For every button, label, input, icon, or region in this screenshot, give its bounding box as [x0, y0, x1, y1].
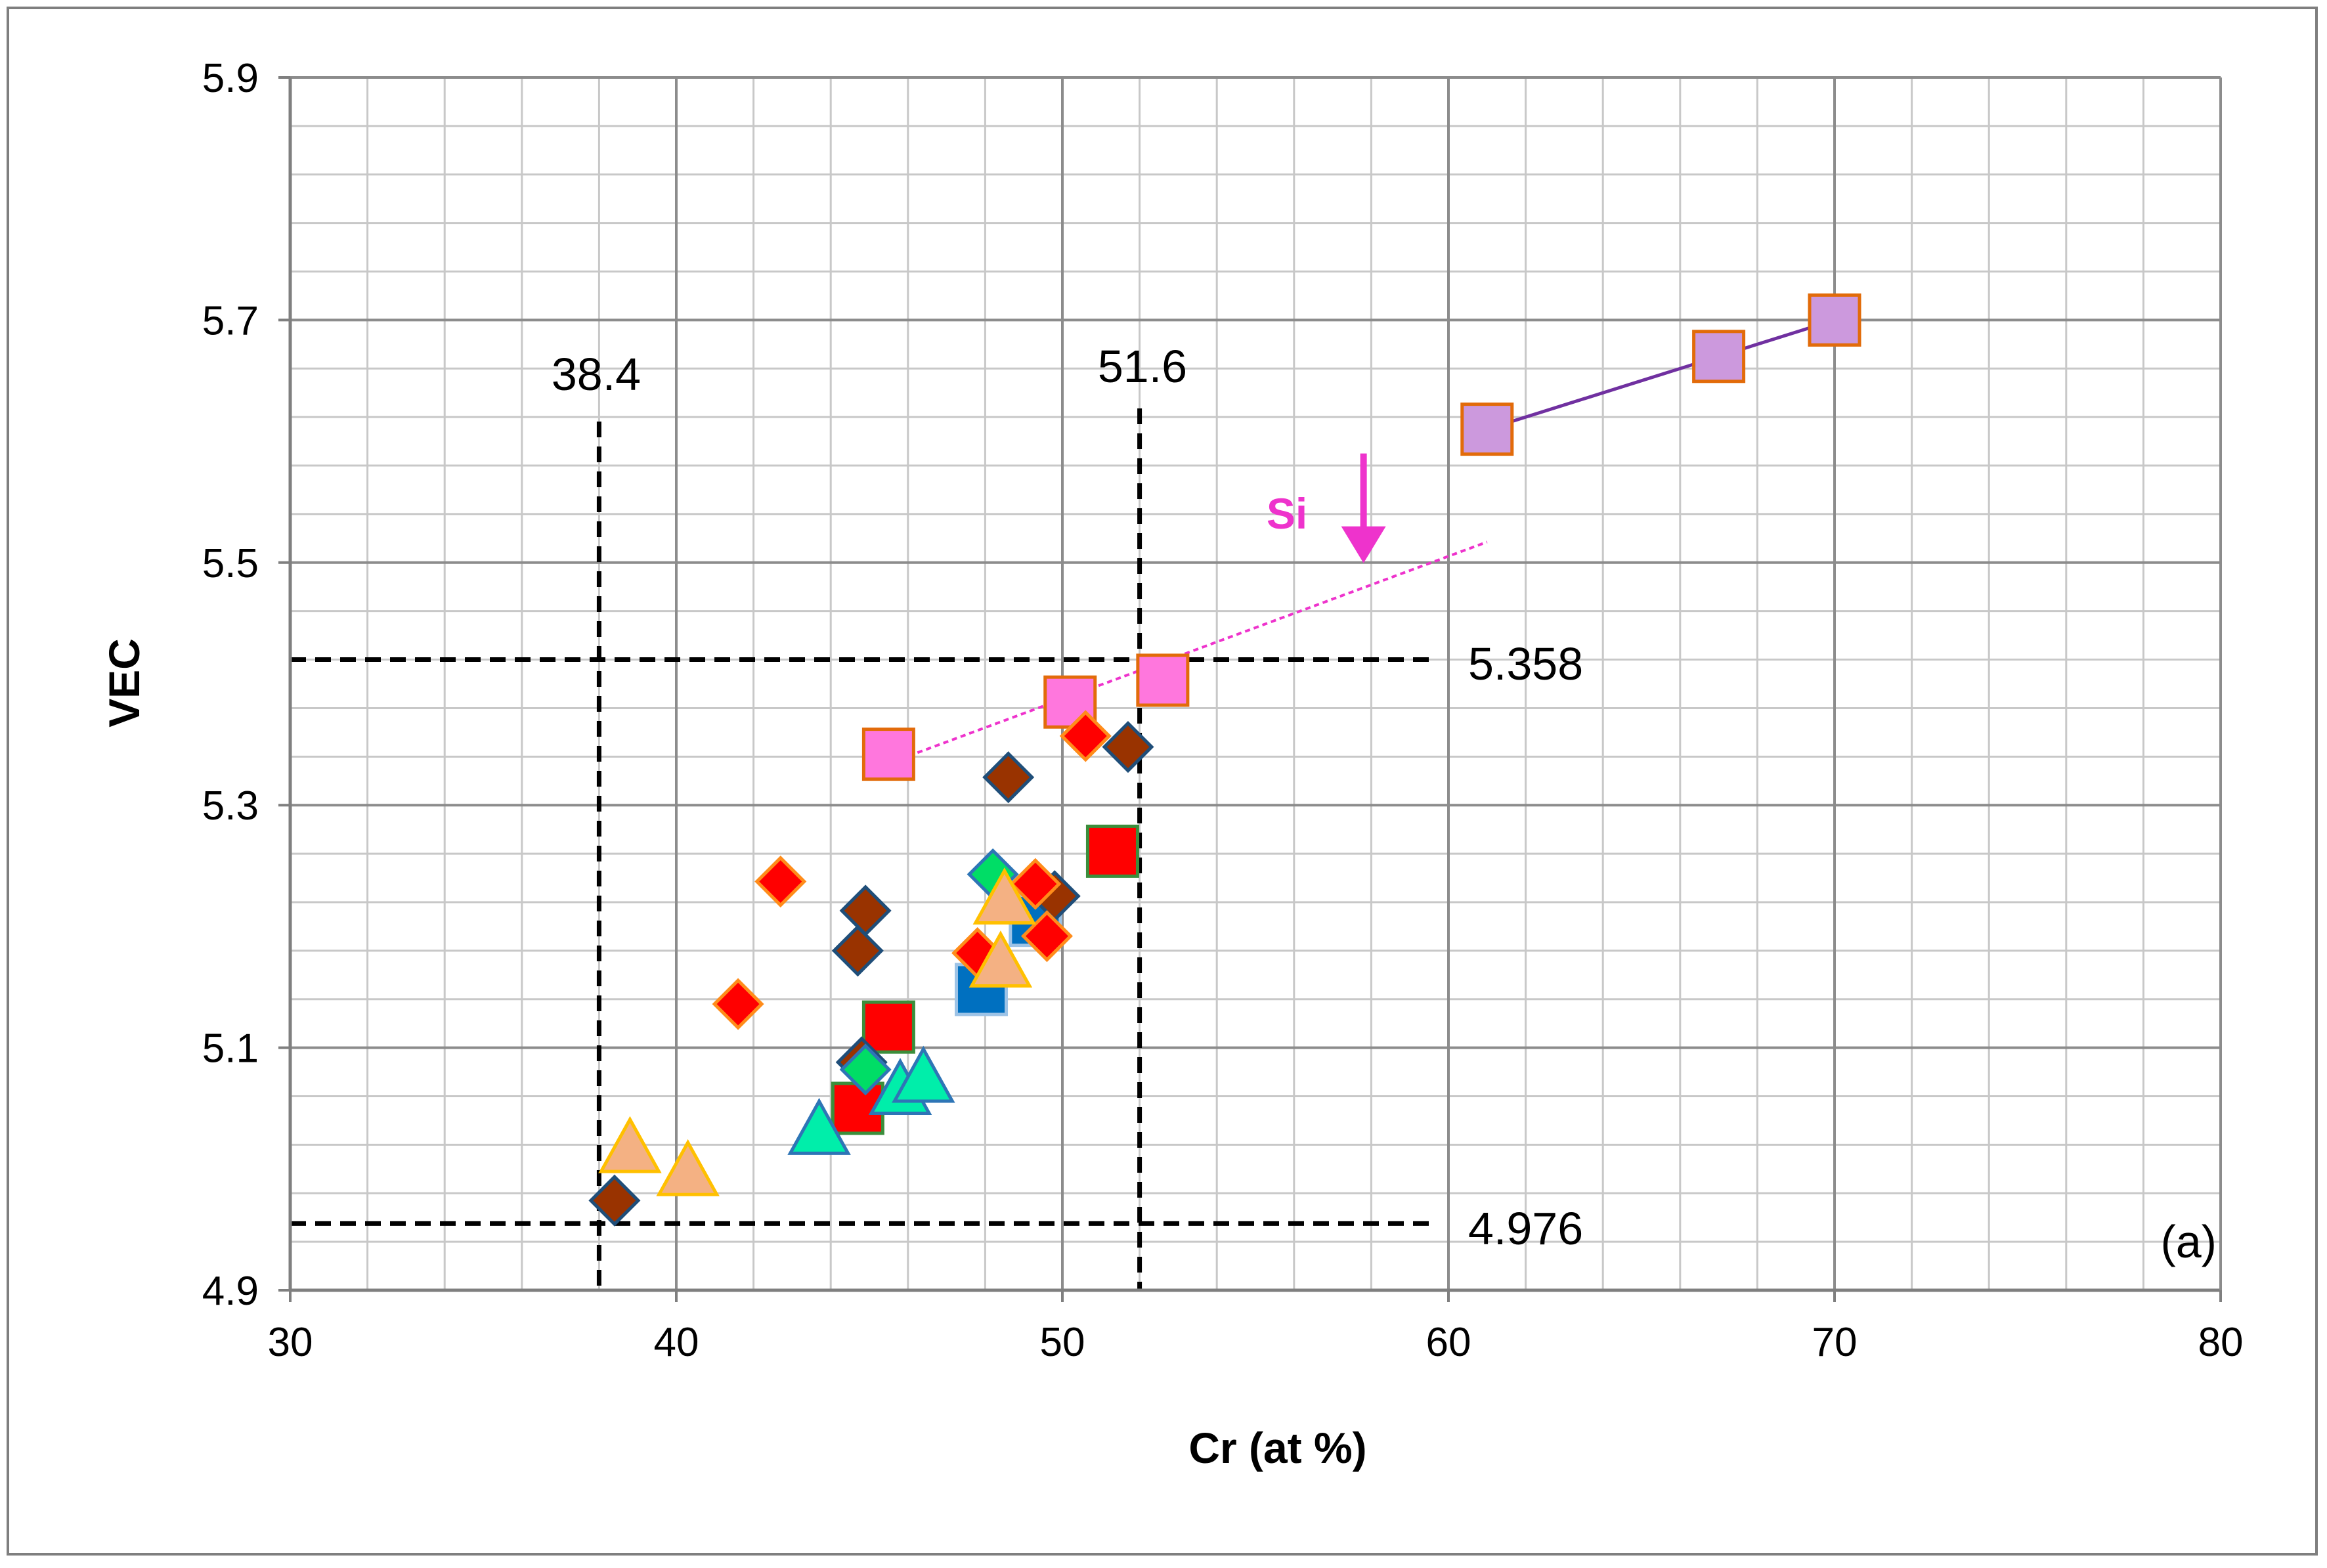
- y-tick-label: 4.9: [202, 1269, 259, 1314]
- y-tick-label: 5.9: [202, 56, 259, 101]
- si-arrow-head: [1341, 526, 1386, 563]
- si-trendline: [900, 540, 1488, 760]
- axes: [288, 77, 2222, 1292]
- y-tick-label: 5.1: [202, 1026, 259, 1072]
- x-tick-label: 40: [654, 1320, 699, 1365]
- square-marker: [1136, 653, 1190, 707]
- trendlines: [900, 318, 1835, 760]
- x-axis-title: Cr (at %): [1188, 1424, 1366, 1472]
- x-tick-label: 60: [1426, 1320, 1471, 1365]
- tick-labels: 30 40 50 60 70 80 4.9 5.1 5.3 5.5 5.7 5.9: [202, 56, 2244, 1365]
- square-marker: [1460, 403, 1514, 456]
- diamond-marker: [588, 1174, 641, 1227]
- diamond-marker: [1102, 721, 1154, 773]
- triangle-marker: [598, 1116, 662, 1173]
- triangle-marker: [968, 930, 1033, 988]
- triangle-marker: [787, 1098, 851, 1155]
- y-tick-label: 5.3: [202, 783, 259, 829]
- square-marker: [1085, 824, 1139, 878]
- square-marker: [1692, 330, 1746, 383]
- diamond-marker: [982, 751, 1035, 804]
- x-tick-label: 50: [1040, 1320, 1085, 1365]
- square-marker: [1808, 293, 1861, 347]
- diamond-marker: [1009, 858, 1062, 910]
- hline-top-label: 5.358: [1468, 638, 1583, 689]
- y-axis-title: VEC: [100, 638, 148, 728]
- x-tick-label: 70: [1812, 1320, 1858, 1365]
- x-tick-label: 80: [2198, 1320, 2244, 1365]
- minor-gridlines: [290, 77, 2221, 1290]
- diamond-marker: [754, 856, 807, 908]
- diamond-marker: [712, 978, 764, 1030]
- chart-frame: [7, 7, 2318, 1556]
- panel-label: (a): [2160, 1216, 2217, 1267]
- si-arrow-icon: [1341, 453, 1386, 563]
- data-markers: [588, 293, 1861, 1227]
- vline-left-label: 38.4: [552, 349, 641, 400]
- diamond-marker: [831, 925, 884, 977]
- purple-trendline: [1487, 318, 1835, 431]
- major-gridlines: [290, 76, 2221, 1290]
- triangle-marker: [656, 1139, 720, 1196]
- hline-bottom-label: 4.976: [1468, 1203, 1583, 1254]
- triangle-marker: [892, 1045, 955, 1103]
- triangle-marker: [972, 867, 1037, 925]
- y-tick-label: 5.5: [202, 541, 259, 586]
- diamond-marker: [1059, 710, 1112, 762]
- reference-lines: [290, 408, 1429, 1290]
- vline-right-label: 51.6: [1098, 341, 1187, 392]
- square-marker: [861, 1000, 915, 1054]
- x-tick-label: 30: [268, 1320, 313, 1365]
- diamond-marker: [839, 1043, 892, 1096]
- square-marker: [861, 728, 915, 781]
- si-label: Si: [1267, 489, 1307, 538]
- y-tick-label: 5.7: [202, 298, 259, 343]
